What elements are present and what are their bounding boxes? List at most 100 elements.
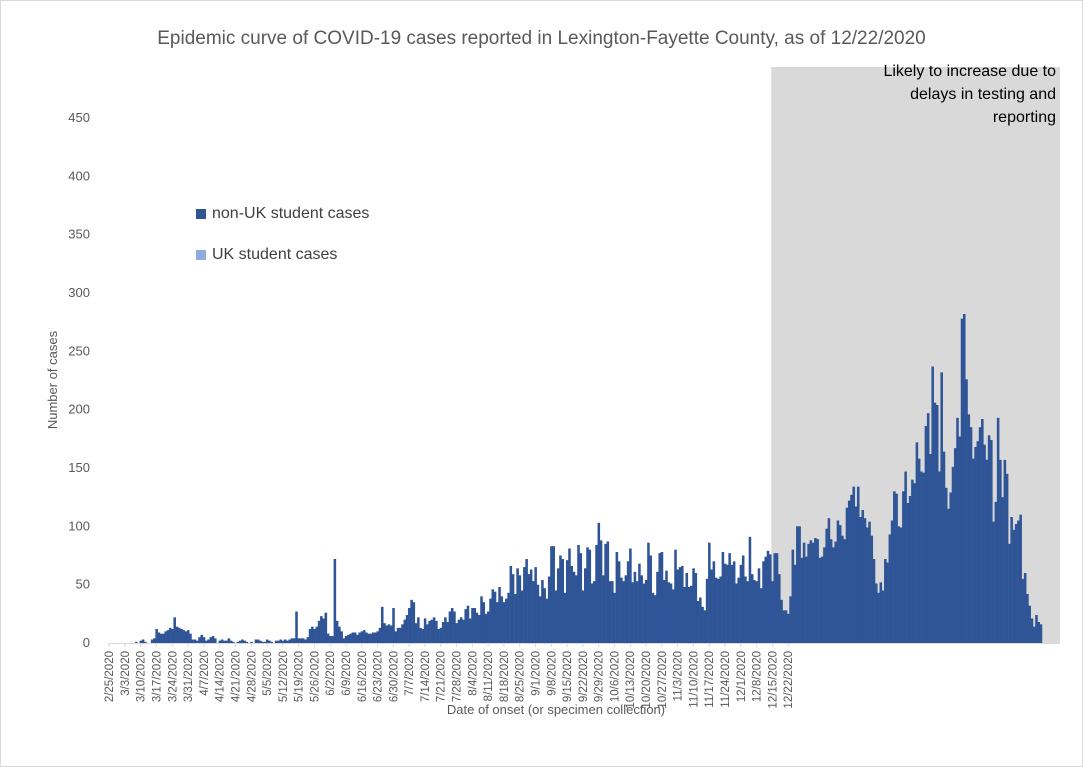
x-tick-label: 7/14/2020 [420,651,432,702]
bar-non-uk [322,618,325,643]
bar-non-uk [999,459,1002,643]
bar-non-uk [1026,594,1029,643]
bar-non-uk [633,571,637,643]
bar-non-uk [624,575,628,643]
y-tick-label: 50 [76,577,90,592]
y-tick-label: 0 [83,635,90,650]
bar-non-uk [809,540,813,643]
legend-item-uk: UK student cases [196,246,337,264]
y-tick-label: 350 [68,227,90,242]
bar-non-uk [897,526,901,643]
bar-non-uk [313,629,316,643]
bar-non-uk [904,471,907,643]
bar-non-uk [538,596,542,643]
bar-non-uk [186,630,190,643]
bar-non-uk [629,548,632,643]
bar-non-uk [611,581,614,643]
bar-non-uk [543,588,546,643]
x-tick-label: 12/15/2020 [767,651,779,709]
x-tick-label: 6/23/2020 [373,651,385,702]
bar-non-uk [317,620,321,643]
bar-non-uk [870,535,874,643]
bar-non-uk [708,542,711,643]
bar-non-uk [703,610,707,643]
bar-non-uk [1001,497,1004,643]
bar-non-uk [511,574,515,643]
bar-non-uk [311,626,314,643]
bar-non-uk [423,618,427,643]
bar-non-uk [829,539,833,643]
x-tick-label: 11/10/2020 [688,651,700,708]
bar-non-uk [369,633,373,643]
bar-non-uk [644,580,648,643]
bar-non-uk [439,627,443,643]
y-axis-label: Number of cases [45,330,60,429]
bars-group [135,314,1043,643]
x-tick-label: 5/5/2020 [262,651,274,696]
bar-non-uk [338,626,341,643]
bar-non-uk [344,636,348,643]
bar-non-uk [426,624,429,643]
bar-non-uk [861,510,865,643]
bar-non-uk [768,554,772,643]
bar-non-uk [656,571,659,643]
bar-non-uk [922,472,925,643]
x-tick-label: 7/7/2020 [404,651,416,696]
legend-swatch-uk [196,250,206,260]
bar-non-uk [565,560,569,643]
bar-non-uk [453,611,456,643]
bar-non-uk [899,527,903,643]
bar-non-uk [996,417,1000,643]
bar-non-uk [274,640,278,643]
bar-non-uk [198,637,201,643]
bar-non-uk [741,555,745,643]
bar-non-uk [457,619,461,643]
x-tick-label: 7/21/2020 [436,651,448,702]
bar-non-uk [477,615,481,643]
bar-non-uk [992,521,995,643]
x-tick-label: 9/22/2020 [578,651,590,702]
bar-non-uk [872,559,876,643]
bar-non-uk [435,620,438,643]
bar-non-uk [665,570,668,643]
bar-non-uk [647,542,650,643]
bar-non-uk [141,639,145,643]
y-tick-label: 150 [68,460,90,475]
bar-non-uk [1014,524,1018,643]
bar-non-uk [798,526,801,643]
x-tick-label: 3/24/2020 [167,651,179,702]
bar-non-uk [286,640,289,643]
x-tick-label: 10/6/2020 [609,651,621,702]
bar-non-uk [974,447,977,643]
y-tick-label: 450 [68,110,90,125]
bar-non-uk [895,493,898,643]
bar-non-uk [159,633,163,643]
legend-swatch-non-uk [196,209,206,219]
bar-non-uk [888,534,892,643]
bar-non-uk [1010,517,1013,643]
bar-non-uk [223,640,226,643]
bar-non-uk [586,547,589,643]
bar-non-uk [780,599,783,643]
bar-non-uk [387,624,391,643]
bar-non-uk [464,609,467,643]
bar-non-uk [732,561,736,643]
bar-non-uk [744,576,747,643]
bar-non-uk [351,632,355,643]
bar-non-uk [232,641,235,643]
bar-non-uk [1035,615,1038,643]
bar-non-uk [832,547,835,643]
bar-non-uk [994,501,998,643]
bar-non-uk [617,561,621,643]
bar-non-uk [915,442,919,643]
bar-non-uk [385,625,389,643]
bar-non-uk [290,638,294,643]
bar-non-uk [818,557,822,643]
bar-non-uk [953,448,957,643]
bar-non-uk [347,634,350,643]
bar-non-uk [847,500,851,643]
y-tick-label: 250 [68,343,90,358]
bar-non-uk [505,598,508,643]
bar-non-uk [676,569,680,643]
bar-non-uk [854,506,858,643]
